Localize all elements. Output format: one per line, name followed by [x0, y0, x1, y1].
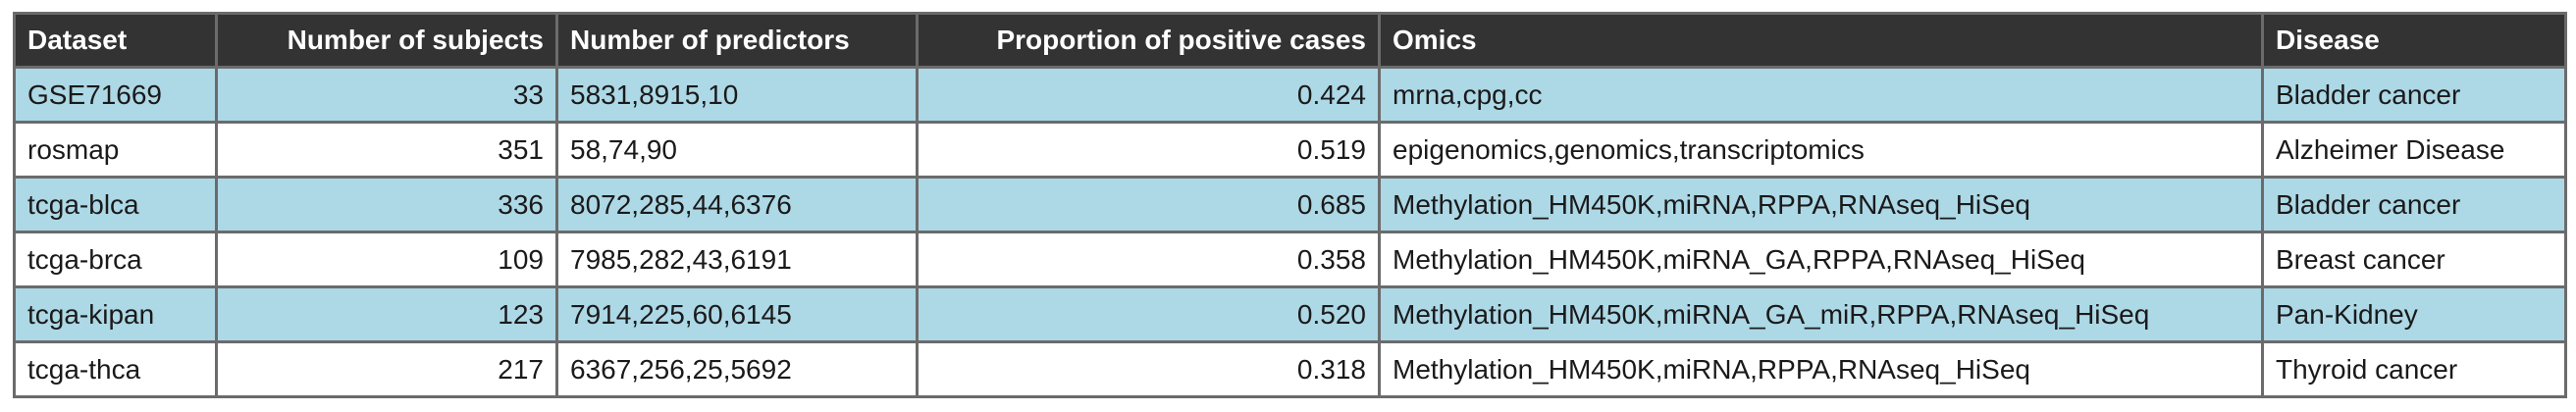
cell-proportion-of-positive-cases: 0.519: [916, 121, 1381, 179]
cell-number-of-predictors: 5831,8915,10: [555, 66, 919, 124]
cell-disease: Pan-Kidney: [2261, 285, 2567, 343]
cell-number-of-predictors: 6367,256,25,5692: [555, 340, 919, 398]
cell-number-of-subjects: 109: [215, 231, 558, 288]
cell-disease: Bladder cancer: [2261, 66, 2567, 124]
cell-number-of-subjects: 217: [215, 340, 558, 398]
column-header-disease: Disease: [2261, 12, 2567, 69]
cell-dataset: tcga-kipan: [13, 285, 218, 343]
cell-disease: Breast cancer: [2261, 231, 2567, 288]
cell-omics: epigenomics,genomics,transcriptomics: [1378, 121, 2264, 179]
cell-proportion-of-positive-cases: 0.520: [916, 285, 1381, 343]
cell-disease: Thyroid cancer: [2261, 340, 2567, 398]
cell-number-of-subjects: 351: [215, 121, 558, 179]
cell-number-of-subjects: 336: [215, 176, 558, 233]
column-header-number-of-predictors: Number of predictors: [555, 12, 919, 69]
cell-proportion-of-positive-cases: 0.685: [916, 176, 1381, 233]
cell-number-of-predictors: 58,74,90: [555, 121, 919, 179]
cell-disease: Bladder cancer: [2261, 176, 2567, 233]
datasets-table: Dataset Number of subjects Number of pre…: [13, 12, 2567, 398]
table-row: GSE71669 33 5831,8915,10 0.424 mrna,cpg,…: [13, 66, 2567, 124]
cell-omics: Methylation_HM450K,miRNA,RPPA,RNAseq_HiS…: [1378, 176, 2264, 233]
cell-proportion-of-positive-cases: 0.358: [916, 231, 1381, 288]
cell-dataset: tcga-blca: [13, 176, 218, 233]
cell-dataset: tcga-thca: [13, 340, 218, 398]
cell-number-of-subjects: 33: [215, 66, 558, 124]
table-row: tcga-kipan 123 7914,225,60,6145 0.520 Me…: [13, 285, 2567, 343]
cell-omics: mrna,cpg,cc: [1378, 66, 2264, 124]
cell-dataset: rosmap: [13, 121, 218, 179]
cell-disease: Alzheimer Disease: [2261, 121, 2567, 179]
table-row: tcga-brca 109 7985,282,43,6191 0.358 Met…: [13, 231, 2567, 288]
column-header-omics: Omics: [1378, 12, 2264, 69]
cell-proportion-of-positive-cases: 0.318: [916, 340, 1381, 398]
column-header-number-of-subjects: Number of subjects: [215, 12, 558, 69]
cell-dataset: tcga-brca: [13, 231, 218, 288]
table-row: tcga-blca 336 8072,285,44,6376 0.685 Met…: [13, 176, 2567, 233]
table-row: rosmap 351 58,74,90 0.519 epigenomics,ge…: [13, 121, 2567, 179]
cell-number-of-predictors: 7914,225,60,6145: [555, 285, 919, 343]
table-container: Dataset Number of subjects Number of pre…: [13, 12, 2567, 398]
column-header-proportion-of-positive-cases: Proportion of positive cases: [916, 12, 1381, 69]
cell-dataset: GSE71669: [13, 66, 218, 124]
cell-omics: Methylation_HM450K,miRNA_GA_miR,RPPA,RNA…: [1378, 285, 2264, 343]
cell-number-of-subjects: 123: [215, 285, 558, 343]
cell-omics: Methylation_HM450K,miRNA_GA,RPPA,RNAseq_…: [1378, 231, 2264, 288]
cell-proportion-of-positive-cases: 0.424: [916, 66, 1381, 124]
cell-number-of-predictors: 8072,285,44,6376: [555, 176, 919, 233]
cell-omics: Methylation_HM450K,miRNA,RPPA,RNAseq_HiS…: [1378, 340, 2264, 398]
cell-number-of-predictors: 7985,282,43,6191: [555, 231, 919, 288]
header-row: Dataset Number of subjects Number of pre…: [13, 12, 2567, 69]
column-header-dataset: Dataset: [13, 12, 218, 69]
table-row: tcga-thca 217 6367,256,25,5692 0.318 Met…: [13, 340, 2567, 398]
